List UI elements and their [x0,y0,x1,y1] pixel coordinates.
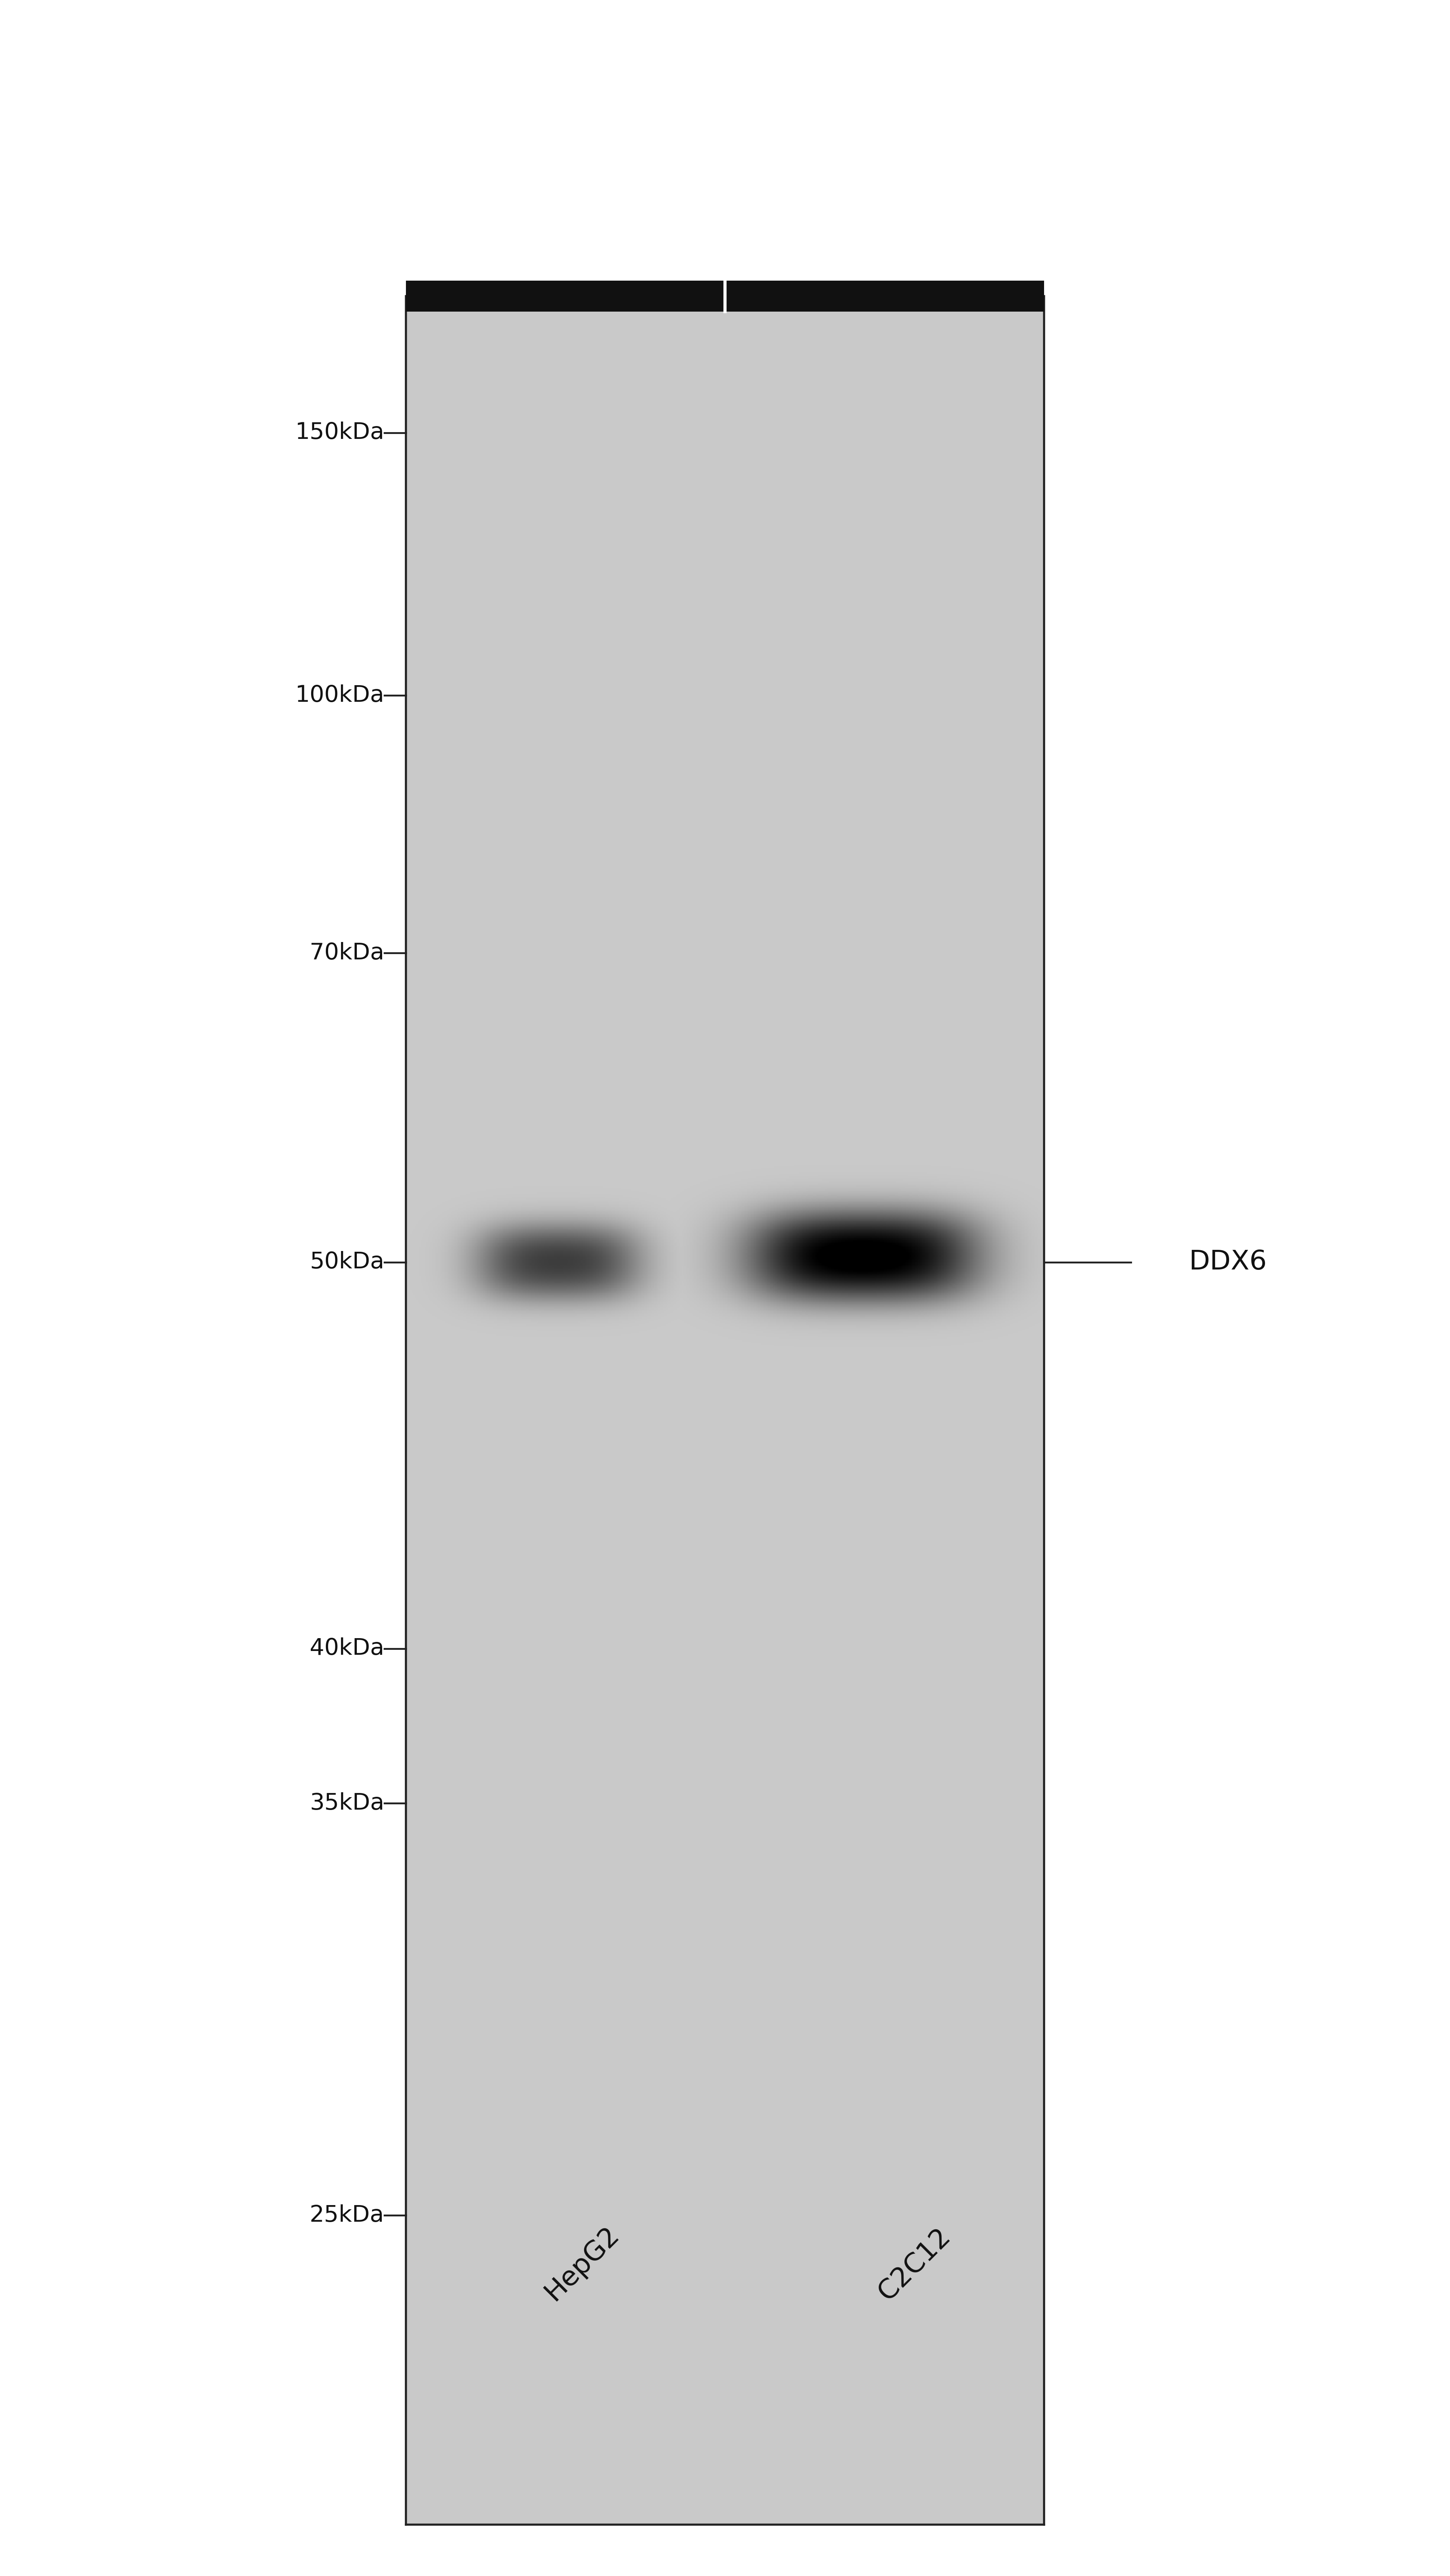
Text: DDX6: DDX6 [1189,1249,1267,1275]
Text: 70kDa: 70kDa [310,943,384,963]
Text: 40kDa: 40kDa [310,1638,384,1659]
Text: 50kDa: 50kDa [310,1252,384,1273]
FancyBboxPatch shape [406,281,1044,312]
Text: 25kDa: 25kDa [310,2205,384,2226]
Text: 35kDa: 35kDa [310,1793,384,1814]
Text: 100kDa: 100kDa [294,685,384,706]
Text: HepG2: HepG2 [539,2221,624,2306]
Text: 150kDa: 150kDa [294,422,384,443]
Text: C2C12: C2C12 [873,2223,956,2306]
